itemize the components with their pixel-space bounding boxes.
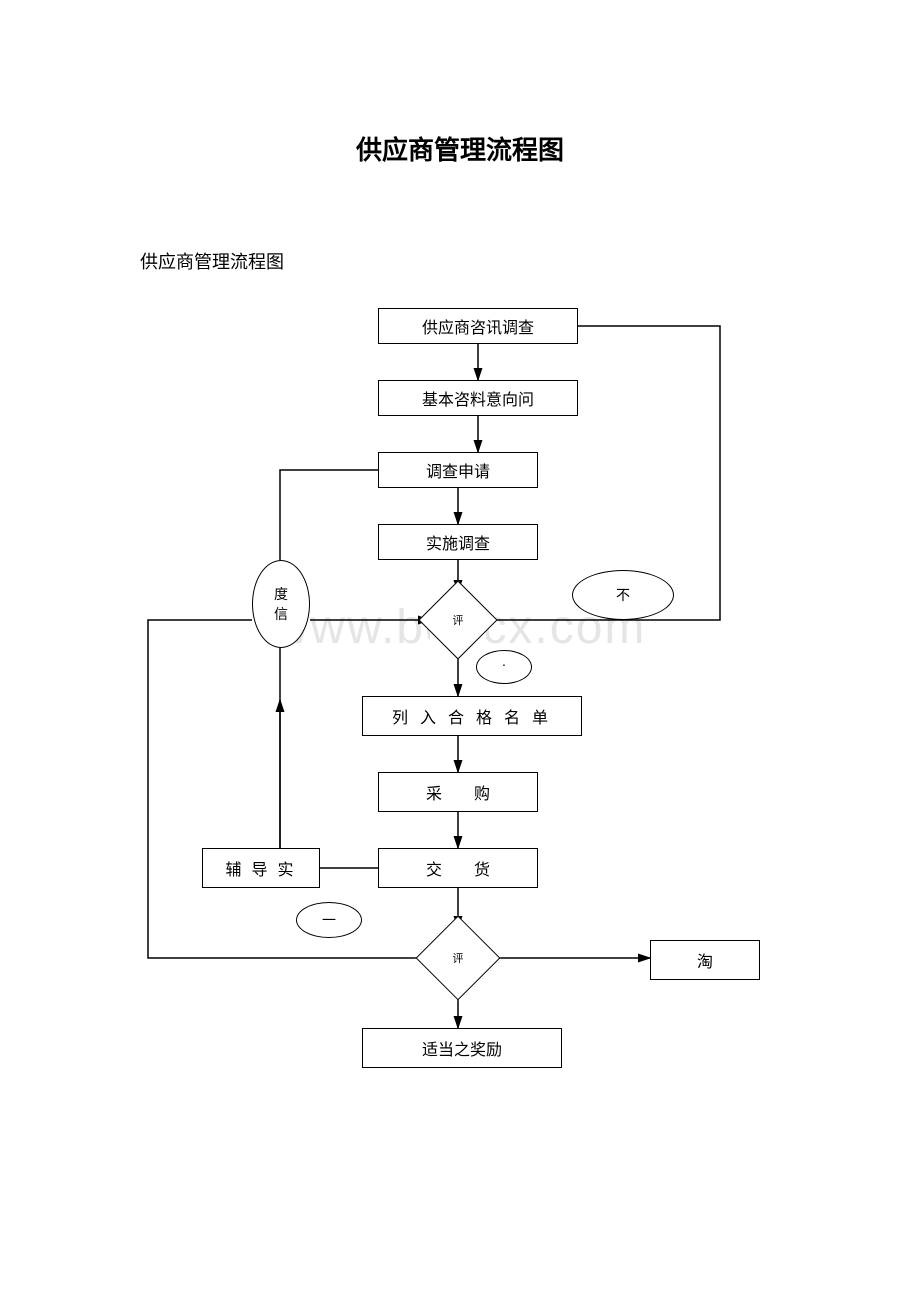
flowchart-container: 供应商咨讯调查 基本咨料意向问 调查申请 实施调查 度 信 不 评 · 列 入 …	[0, 300, 920, 1200]
node-survey-apply: 调查申请	[378, 452, 538, 488]
ellipse-credit: 度 信	[252, 560, 310, 648]
subtitle: 供应商管理流程图	[140, 248, 284, 274]
diamond-2-label: 评	[453, 950, 464, 966]
node-basic-info-intent: 基本咨料意向问	[378, 380, 578, 416]
node-delivery: 交 货	[378, 848, 538, 888]
node-reward: 适当之奖励	[362, 1028, 562, 1068]
node-guide-impl: 辅 导 实	[202, 848, 320, 888]
diamond-1-label: 评	[453, 612, 464, 628]
node-supplier-info-survey: 供应商咨讯调查	[378, 308, 578, 344]
node-qualified-list: 列 入 合 格 名 单	[362, 696, 582, 736]
node-eliminate: 淘	[650, 940, 760, 980]
diamond-evaluate-2: 评	[428, 928, 488, 988]
ellipse-small: ·	[476, 650, 532, 684]
page-title: 供应商管理流程图	[0, 130, 920, 167]
node-purchase: 采 购	[378, 772, 538, 812]
diamond-evaluate-1: 评	[430, 592, 486, 648]
ellipse-no: 不	[572, 570, 674, 620]
node-implement-survey: 实施调查	[378, 524, 538, 560]
ellipse-one: 一	[296, 902, 362, 938]
